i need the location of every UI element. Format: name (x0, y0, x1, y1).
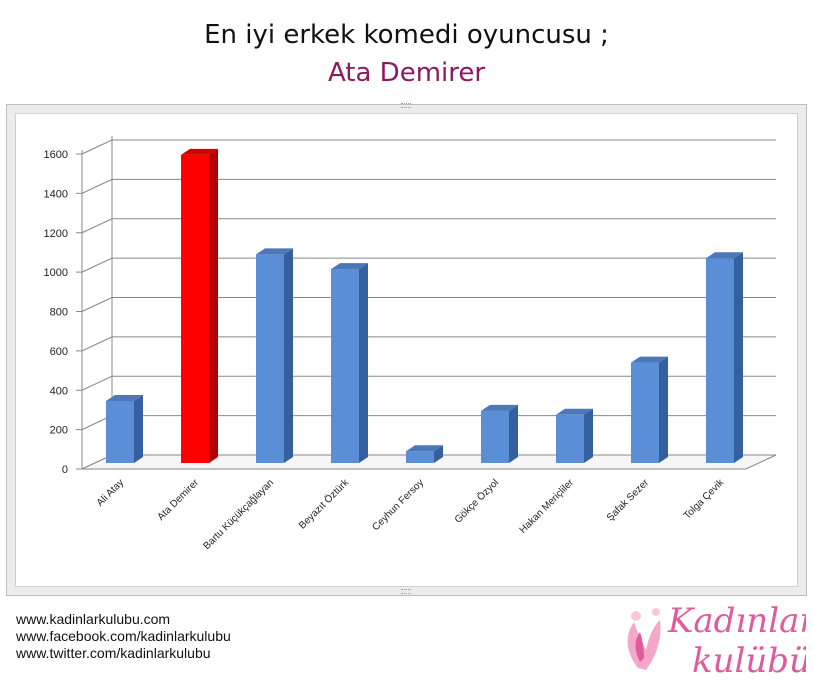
bar-3 (331, 263, 368, 463)
gridline-depth (81, 218, 113, 234)
bar-top (706, 252, 743, 259)
bar-5 (481, 404, 518, 463)
bar-top (181, 148, 218, 155)
bar-top (556, 408, 593, 415)
resize-handle-top[interactable] (401, 103, 411, 108)
bar-front (556, 414, 584, 463)
bar-side (584, 408, 593, 463)
url-facebook[interactable]: www.facebook.com/kadinlarkulubu (16, 628, 231, 644)
gridline-depth (81, 336, 113, 352)
bar-front (631, 362, 659, 463)
chart-frame[interactable]: 0 200 400 600 800 1000 1200 1400 1600 Ali Atay Ata… (6, 103, 807, 596)
gridline-depth (81, 178, 113, 194)
x-tick-label: Bartu Küçükçağlayan (202, 477, 277, 552)
bar-side (734, 252, 743, 463)
y-tick-label: 800 (50, 307, 68, 319)
resize-handle-bottom[interactable] (401, 589, 411, 594)
bar-side (134, 394, 143, 463)
bar-side (659, 356, 668, 463)
gridline-depth (81, 257, 113, 273)
x-tick-label: Gökçe Özyol (452, 477, 501, 526)
bar-front (256, 254, 284, 463)
gridline-depth (81, 139, 113, 155)
bar-top (256, 248, 293, 255)
x-tick-label: Ceyhun Fersoy (370, 477, 426, 533)
url-twitter[interactable]: www.twitter.com/kadinlarkulubu (16, 645, 211, 661)
x-tick-label: Beyazıt Öztürk (296, 476, 352, 532)
bar-6 (556, 408, 593, 463)
x-tick-label: Tolga Çevik (682, 477, 727, 522)
y-tick-label: 0 (62, 464, 68, 476)
bar-0 (106, 394, 143, 463)
bar-side (509, 404, 518, 463)
plot-area: 0 200 400 600 800 1000 1200 1400 1600 Ali Atay Ata… (15, 113, 798, 587)
kadinlar-kulubu-logo: Kadınlar kulübü (627, 601, 806, 678)
flower-icon (627, 608, 661, 670)
bar-front (331, 269, 359, 463)
bars (106, 148, 743, 463)
bar-1 (181, 148, 218, 463)
logo-text-line2: kulübü (692, 641, 806, 678)
bar-top (406, 445, 443, 452)
y-tick-label: 1200 (44, 228, 68, 240)
bar-front (706, 258, 734, 463)
bar-side (284, 248, 293, 463)
gridlines (81, 139, 776, 470)
url-website[interactable]: www.kadinlarkulubu.com (16, 611, 171, 627)
bar-2 (256, 248, 293, 463)
bar-side (434, 445, 443, 463)
bar-chart: 0 200 400 600 800 1000 1200 1400 1600 Ali Atay Ata… (44, 136, 777, 552)
gridline-depth (81, 297, 113, 312)
y-tick-label: 200 (50, 425, 68, 437)
bar-8 (706, 252, 743, 463)
y-tick-label: 400 (50, 385, 68, 397)
bar-front (181, 154, 209, 463)
y-tick-label: 1600 (44, 149, 68, 161)
bar-front (406, 451, 434, 463)
bar-4 (406, 445, 443, 463)
bar-top (331, 263, 368, 270)
chart-title-line2: Ata Demirer (327, 58, 486, 88)
y-tick-label: 1400 (44, 188, 68, 200)
footer-urls: www.kadinlarkulubu.com www.facebook.com/… (16, 611, 231, 662)
y-tick-label: 600 (50, 346, 68, 358)
bar-side (209, 148, 218, 463)
bar-side (359, 263, 368, 463)
bar-7 (631, 356, 668, 463)
bar-top (106, 394, 143, 401)
bar-front (481, 410, 509, 463)
x-tick-label: Şafak Sezer (605, 477, 652, 524)
x-tick-label: Ata Demirer (156, 477, 202, 523)
bar-top (481, 404, 518, 411)
y-tick-label: 1000 (44, 267, 68, 279)
x-tick-label: Hakan Meriçliler (518, 477, 577, 536)
gridline-depth (81, 375, 113, 391)
chart-title-line1: En iyi erkek komedi oyuncusu ; (204, 20, 609, 50)
x-tick-label: Ali Atay (95, 477, 126, 508)
bar-top (631, 356, 668, 363)
logo-text-line1: Kadınlar (667, 601, 806, 641)
bar-front (106, 400, 134, 463)
